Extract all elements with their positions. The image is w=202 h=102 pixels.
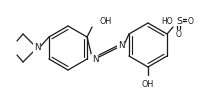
Text: N: N — [117, 42, 124, 50]
Text: S: S — [175, 17, 181, 26]
Text: OH: OH — [141, 80, 153, 89]
Text: OH: OH — [99, 17, 111, 26]
Text: N: N — [34, 43, 40, 53]
Text: O: O — [175, 30, 181, 39]
Text: O: O — [187, 17, 193, 26]
Text: N: N — [91, 54, 98, 64]
Text: HO: HO — [161, 17, 172, 26]
